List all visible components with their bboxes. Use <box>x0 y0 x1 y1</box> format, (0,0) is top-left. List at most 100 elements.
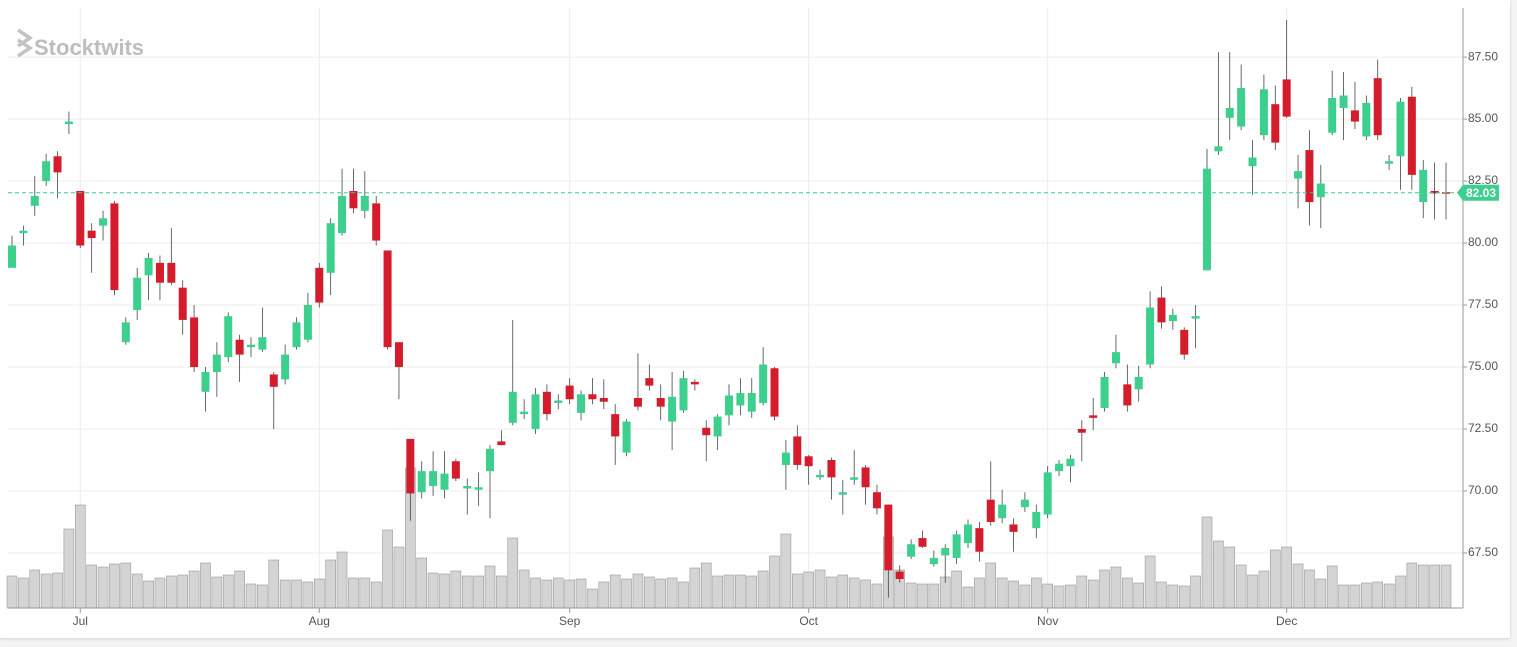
candle-body <box>1134 376 1143 390</box>
candle-body <box>861 467 870 488</box>
volume-bar <box>1030 577 1042 609</box>
candle-body <box>1282 79 1291 117</box>
candle-body <box>144 257 153 276</box>
candle-body <box>258 337 267 350</box>
volume-bar <box>985 562 997 609</box>
candle-body <box>827 459 836 478</box>
volume-bar <box>496 575 507 609</box>
volume-bar <box>268 559 280 609</box>
volume-bar <box>109 563 120 609</box>
candle-body <box>463 486 472 489</box>
y-tick-label: 72.50 <box>1468 421 1498 435</box>
y-tick-label: 75.00 <box>1468 359 1498 373</box>
volume-bar <box>416 557 428 609</box>
volume-bar <box>382 529 393 609</box>
candle-body <box>1180 329 1189 355</box>
candle-body <box>770 368 779 417</box>
candle-body <box>315 267 324 303</box>
candle-body <box>1294 171 1303 179</box>
candle-body <box>1157 297 1166 323</box>
volume-bar <box>257 584 268 609</box>
volume-bar <box>40 573 52 609</box>
volume-bar <box>1281 546 1292 609</box>
candle-body <box>292 322 301 348</box>
volume-bar <box>1440 564 1452 609</box>
x-tick-label: Dec <box>1276 614 1297 628</box>
volume-bar <box>1395 575 1406 609</box>
volume-bar <box>1201 516 1213 609</box>
volume-bar <box>644 576 655 609</box>
volume-bar <box>336 551 348 609</box>
candle-body <box>1043 472 1052 515</box>
volume-bar <box>1315 578 1327 609</box>
candle-body <box>1248 157 1257 167</box>
volume-bar <box>74 504 86 609</box>
volume-bar <box>143 580 154 609</box>
candle-body <box>781 452 790 465</box>
candle-body <box>508 391 517 423</box>
volume-bar <box>962 586 974 609</box>
candle-body <box>190 317 199 368</box>
candle-body <box>759 364 768 403</box>
candle-body <box>952 534 961 558</box>
volume-bar <box>1144 555 1156 609</box>
candle-body <box>577 394 586 413</box>
volume-bar <box>1326 565 1338 609</box>
volume-bar <box>370 581 382 609</box>
y-tick-label: 67.50 <box>1468 545 1498 559</box>
candle-body <box>1373 78 1382 136</box>
volume-bar <box>348 577 359 609</box>
volume-bar <box>291 579 302 609</box>
candle-body <box>895 571 904 579</box>
volume-bar <box>564 579 575 609</box>
candle-body <box>349 190 358 209</box>
volume-bar <box>735 574 746 609</box>
y-tick-label: 80.00 <box>1468 235 1498 249</box>
volume-bar <box>837 574 849 609</box>
candle-body <box>1385 161 1394 164</box>
candle-body <box>429 471 438 487</box>
volume-bar <box>507 537 519 609</box>
candle-body <box>1430 190 1439 194</box>
candle-body <box>440 473 449 490</box>
volume-bar <box>439 573 450 609</box>
last-price: 82.03 <box>8 184 1499 201</box>
volume-bar <box>917 583 928 609</box>
candle-body <box>1168 314 1177 322</box>
x-tick-label: Nov <box>1037 614 1058 628</box>
volume-bar <box>86 564 97 609</box>
last-price-label: 82.03 <box>1466 186 1496 200</box>
candle-body <box>872 492 881 509</box>
candle-body <box>224 316 233 358</box>
volume-bar <box>666 577 678 609</box>
logo-mark <box>17 28 34 58</box>
volume-bar <box>678 581 689 609</box>
candle-body <box>838 492 847 495</box>
volume-bar <box>518 569 530 609</box>
volume-bar <box>905 582 917 609</box>
volume-bar <box>530 577 541 609</box>
candle-body <box>1055 463 1064 472</box>
volume-bar <box>791 573 803 609</box>
candle-body <box>269 374 278 387</box>
candle-body <box>1111 352 1120 364</box>
volume-bar <box>1235 564 1247 609</box>
candle-body <box>725 395 733 416</box>
candle-body <box>520 411 529 415</box>
candle-body <box>42 161 51 182</box>
candle-body <box>1191 316 1200 319</box>
candle-body <box>1407 96 1416 175</box>
volume-bar <box>473 575 484 609</box>
candle-body <box>1066 458 1075 467</box>
volume-bar <box>655 578 667 609</box>
candle-body <box>64 121 73 125</box>
candle-body <box>99 218 108 226</box>
candle-body <box>554 400 563 403</box>
volume-bar <box>97 566 109 609</box>
volume-bar <box>393 546 405 609</box>
volume-bar <box>871 583 883 609</box>
candle-body <box>1350 110 1359 122</box>
y-tick-label: 77.50 <box>1468 297 1498 311</box>
candle-body <box>793 436 802 465</box>
